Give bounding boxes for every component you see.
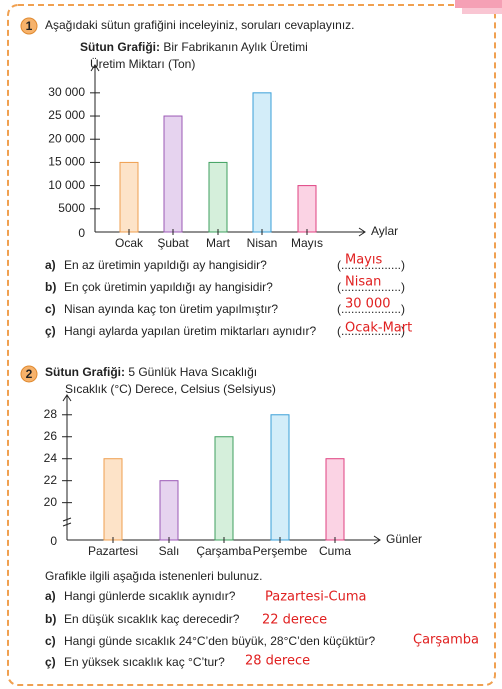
x-tick-label: Mayıs: [291, 236, 323, 250]
origin-label: 0: [50, 534, 57, 548]
y-arrow: [62, 394, 72, 402]
question-text: Nisan ayında kaç ton üretim yapılmıştır?: [64, 302, 278, 316]
bar: [297, 185, 317, 233]
answer: Nisan: [345, 275, 381, 290]
question-text: Hangi aylarda yapılan üretim miktarları …: [64, 324, 316, 338]
axis-break: [62, 517, 72, 527]
answer-blank: (..................): [337, 302, 405, 316]
question-text: Hangi günde sıcaklık 24°C’den büyük, 28°…: [64, 634, 375, 648]
bar: [103, 458, 123, 541]
y-tick-label: 5000: [58, 201, 85, 215]
answer: 22 derece: [262, 613, 327, 628]
corner-decoration: [455, 0, 502, 14]
x-arrow: [373, 535, 381, 545]
question-label: c): [45, 302, 56, 316]
answer: 30 000: [345, 297, 391, 312]
x-arrow: [358, 227, 366, 237]
y-tick-label: 15 000: [48, 155, 85, 169]
x-tick-label: Nisan: [247, 236, 278, 250]
answer: Çarşamba: [413, 633, 479, 648]
answer-blank: (..................): [337, 258, 405, 272]
x-tick-label: Cuma: [319, 544, 351, 558]
question-text: En düşük sıcaklık kaç derecedir?: [64, 612, 240, 626]
question-label: ç): [45, 655, 56, 669]
answer: 28 derece: [245, 654, 310, 669]
question-label: a): [45, 258, 56, 272]
x-tick-label: Çarşamba: [196, 544, 252, 558]
answer: Mayıs: [345, 253, 382, 268]
answer: Ocak-Mart: [345, 321, 412, 336]
answer-blank: (..................): [337, 324, 405, 338]
answer-blank: (..................): [337, 280, 405, 294]
origin-label: 0: [78, 226, 85, 240]
title: 5 Günlük Hava Sıcaklığı: [128, 365, 257, 379]
bar: [163, 115, 183, 233]
y-tick-label: 28: [44, 407, 58, 421]
problem-number: 1: [26, 19, 33, 33]
bar: [270, 414, 290, 541]
problem-number: 2: [26, 367, 33, 381]
bar: [252, 92, 272, 233]
title: Bir Fabrikanın Aylık Üretimi: [163, 40, 308, 54]
x-tick-label: Salı: [159, 544, 180, 558]
question-label: b): [45, 280, 56, 294]
question-text: En az üretimin yapıldığı ay hangisidir?: [64, 258, 267, 272]
answer: Pazartesi-Cuma: [265, 590, 366, 605]
x-tick-label: Şubat: [157, 236, 189, 250]
question-text: Hangi günlerde sıcaklık aynıdır?: [64, 589, 236, 603]
y-tick-label: 20 000: [48, 131, 85, 145]
y-tick-label: 20: [44, 495, 58, 509]
x-axis-label: Aylar: [371, 224, 398, 238]
bar: [208, 161, 228, 233]
page-border: [7, 4, 496, 686]
y-tick-label: 30 000: [48, 85, 85, 99]
chart-title: Sütun Grafiği: 5 Günlük Hava Sıcaklığı: [45, 365, 257, 379]
question-label: a): [45, 589, 56, 603]
x-tick-label: Ocak: [115, 236, 144, 250]
y-tick-label: 26: [44, 429, 58, 443]
question-text: En çok üretimin yapıldığı ay hangisidir?: [64, 280, 273, 294]
bar: [119, 161, 139, 233]
instruction: Grafikle ilgili aşağıda istenenleri bulu…: [45, 569, 262, 583]
number-badge: [20, 365, 38, 383]
bar: [325, 458, 345, 541]
question-text: En yüksek sıcaklık kaç °C’tur?: [64, 655, 225, 669]
x-tick-label: Mart: [206, 236, 231, 250]
y-tick-label: 24: [44, 451, 58, 465]
y-axis-label: Üretim Miktarı (Ton): [90, 57, 195, 71]
x-axis-label: Günler: [386, 532, 422, 546]
title-prefix: Sütun Grafiği:: [45, 365, 125, 379]
title-prefix: Sütun Grafiği:: [80, 40, 160, 54]
question-label: b): [45, 612, 56, 626]
chart-title: Sütun Grafiği: Bir Fabrikanın Aylık Üret…: [80, 40, 308, 54]
instruction: Aşağıdaki sütun grafiğini inceleyiniz, s…: [45, 18, 355, 32]
y-tick-label: 25 000: [48, 108, 85, 122]
y-arrow: [90, 64, 100, 72]
y-tick-label: 22: [44, 473, 58, 487]
y-axis-label: Sıcaklık (°C) Derece, Celsius (Selsiyus): [65, 382, 276, 396]
number-badge: [20, 17, 38, 35]
x-tick-label: Pazartesi: [88, 544, 138, 558]
bar: [214, 436, 234, 541]
question-label: ç): [45, 324, 56, 338]
question-label: c): [45, 634, 56, 648]
x-tick-label: Perşembe: [253, 544, 308, 558]
y-tick-label: 10 000: [48, 178, 85, 192]
bar: [159, 480, 179, 541]
